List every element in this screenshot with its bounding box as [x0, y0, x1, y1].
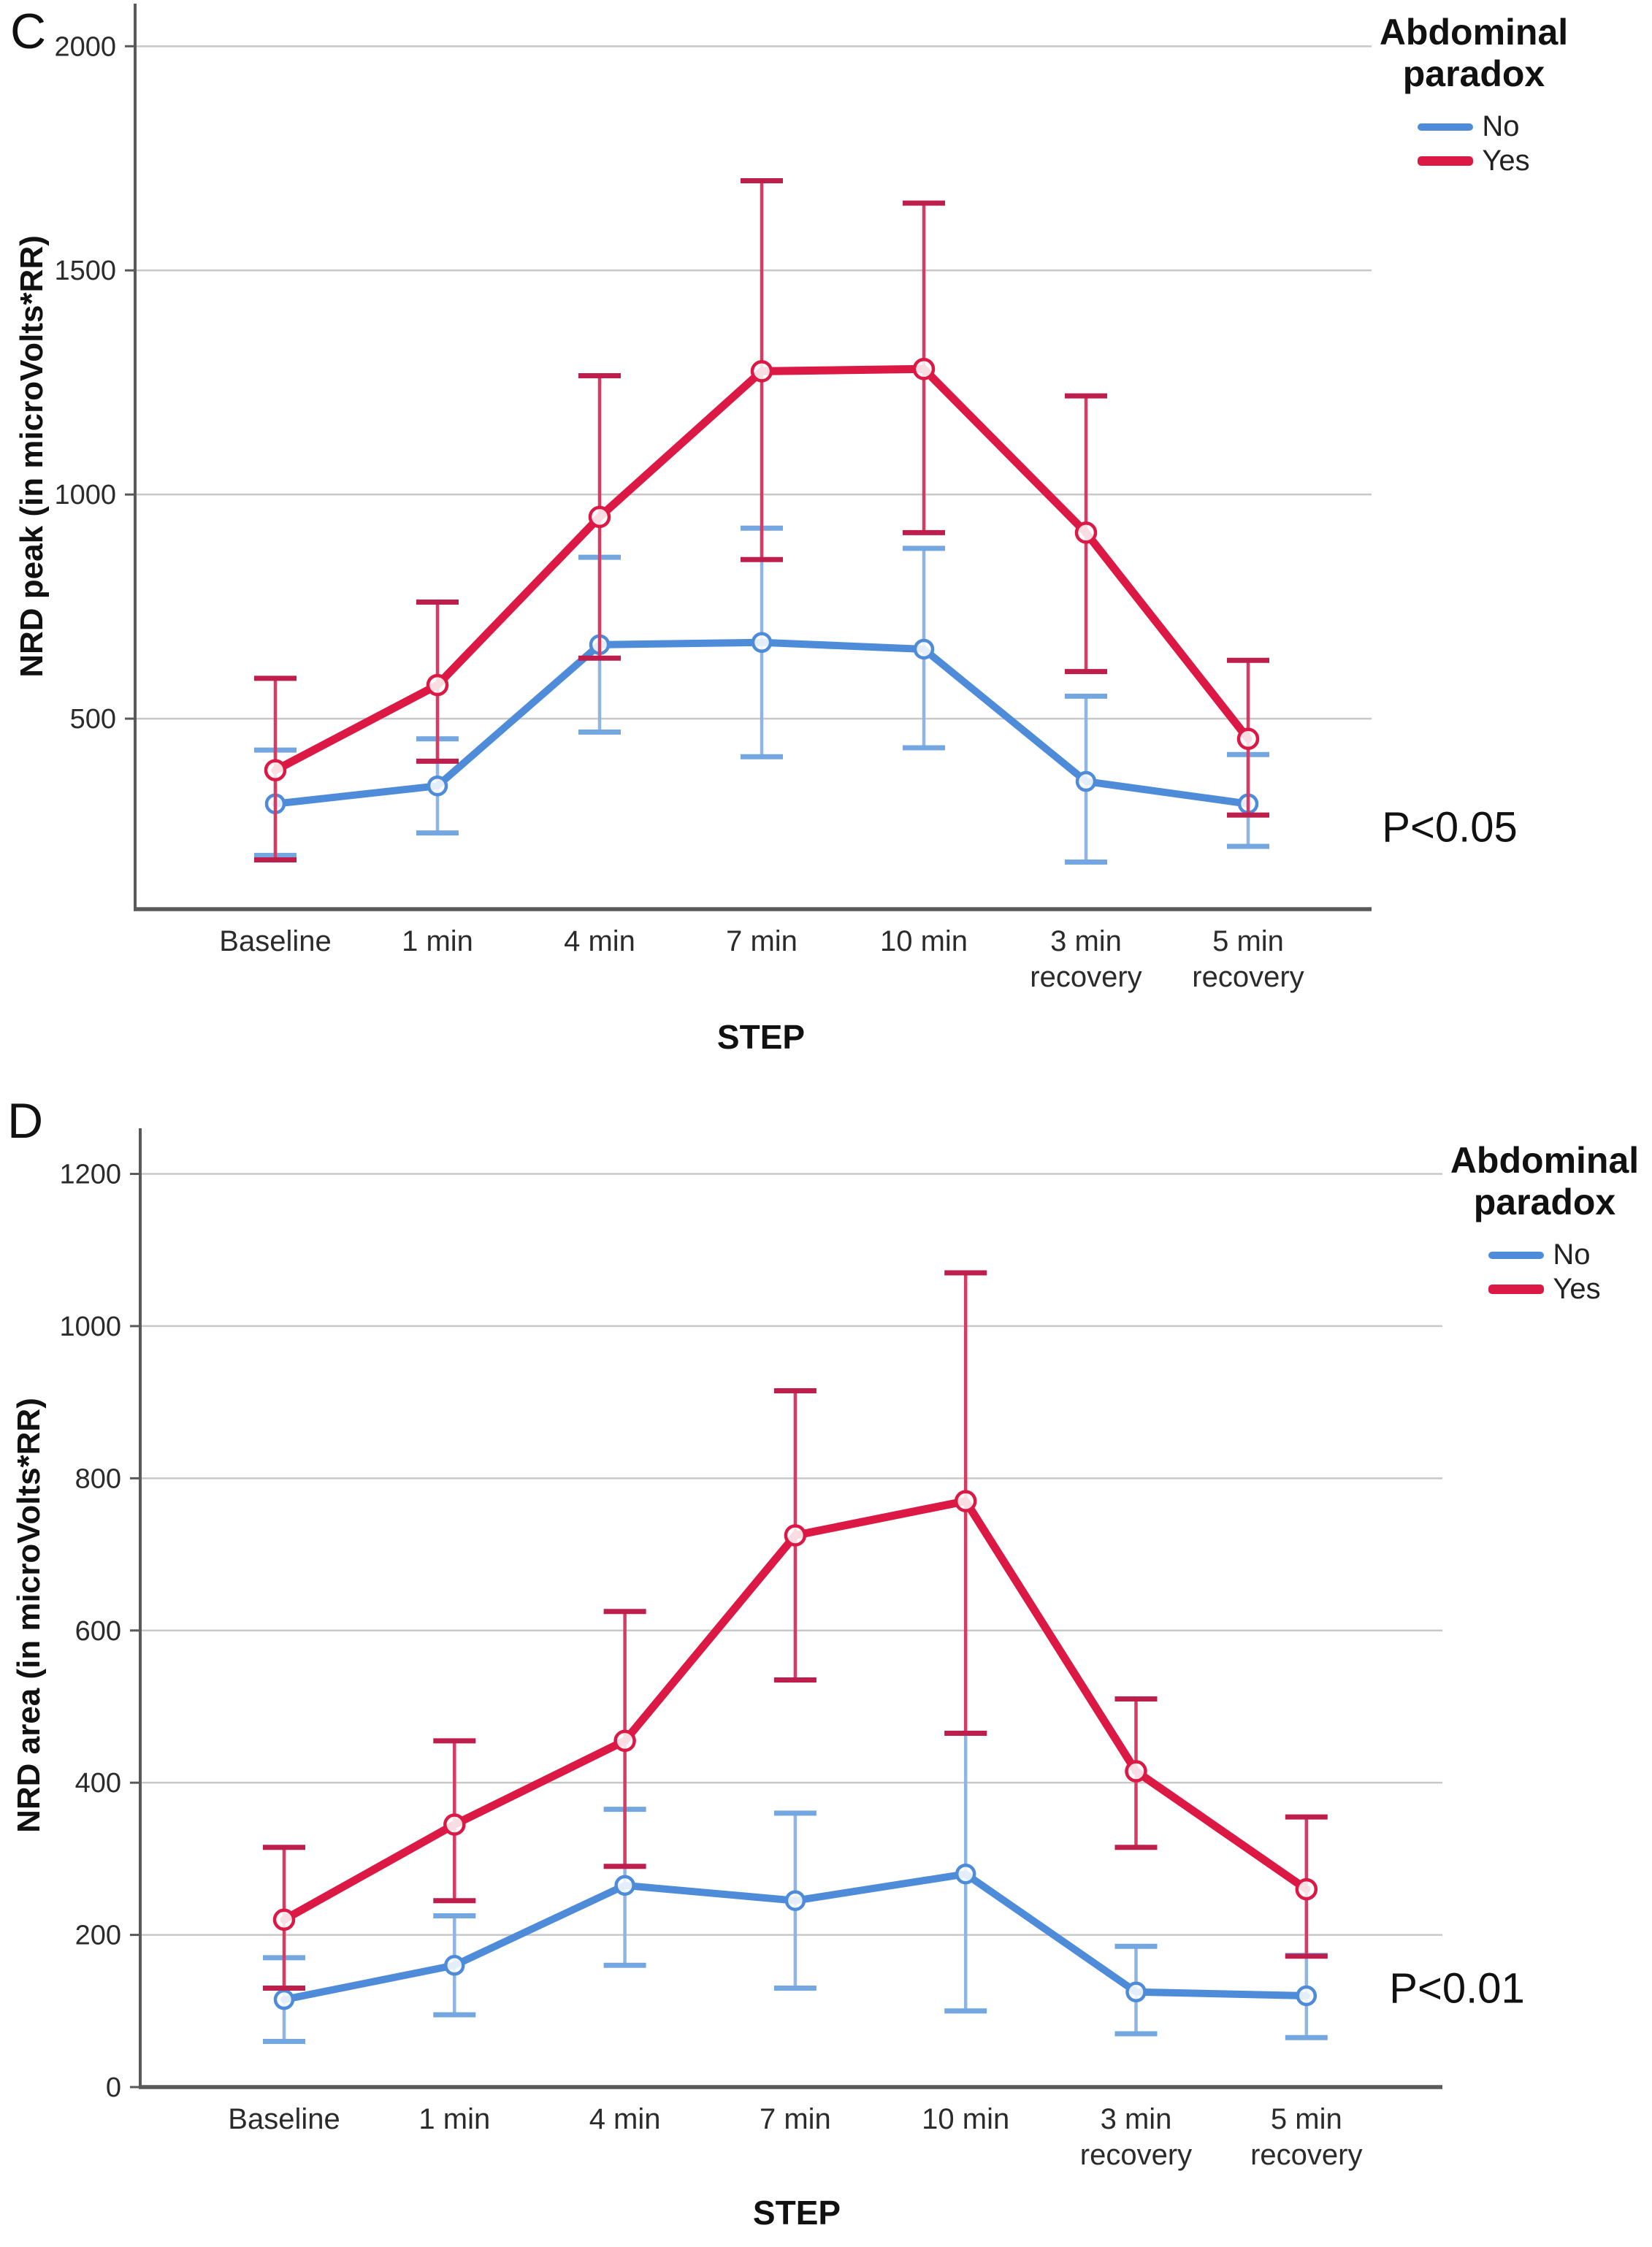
x-category-label: Baseline	[228, 2103, 340, 2135]
y-tick-label: 400	[75, 1768, 121, 1799]
y-tick-label: 0	[106, 2072, 121, 2103]
panel-letter-c: C	[10, 4, 47, 59]
legend-item-yes: Yes	[1488, 1272, 1601, 1306]
chart-panel-c: 500 1000 1500 2000 Baseline 1 min 4 min 7 min 10…	[54, 4, 1372, 993]
x-category-label: recovery	[1080, 2139, 1192, 2171]
legend-title-line2: paradox	[1402, 53, 1545, 94]
legend-no-line-swatch	[1488, 1251, 1545, 1259]
x-category-label: 4 min	[564, 925, 635, 957]
legend-title: Abdominal paradox	[1379, 12, 1569, 95]
x-category-label: 1 min	[418, 2103, 490, 2135]
panel-letter-d: D	[7, 1093, 44, 1149]
legend-item-label: No	[1553, 1239, 1591, 1271]
p-value-label-c: P<0.05	[1382, 803, 1518, 851]
legend-d: Abdominal paradox No Yes	[1450, 1140, 1640, 1306]
data-point-marker	[750, 360, 773, 383]
series-no	[263, 1730, 1328, 2044]
data-point-marker	[1075, 770, 1097, 792]
x-category-label: 3 min	[1101, 2103, 1172, 2135]
data-point-marker	[426, 673, 449, 697]
data-point-marker	[1236, 727, 1260, 750]
y-tick-label: 1500	[54, 256, 116, 286]
x-category-label: 10 min	[880, 925, 968, 957]
y-tick-label: 1000	[54, 480, 116, 510]
x-category-label: 1 min	[402, 925, 473, 957]
p-value-label-d: P<0.01	[1389, 1964, 1525, 2013]
legend-item-label: Yes	[1482, 145, 1530, 177]
data-point-marker	[1295, 1877, 1318, 1901]
data-point-marker	[954, 1490, 977, 1512]
legend-item-label: No	[1482, 110, 1520, 142]
legend-item-no: No	[1418, 110, 1529, 144]
data-point-marker	[1296, 1985, 1318, 2007]
data-point-marker	[784, 1524, 807, 1547]
legend-yes-line-swatch	[1488, 1285, 1545, 1294]
y-axis-title-c: NRD peak (in microVolts*RR)	[14, 235, 50, 678]
legend-title-line2: paradox	[1473, 1182, 1616, 1222]
x-axis-title-c: STEP	[716, 1018, 806, 1056]
data-point-marker	[272, 1908, 296, 1931]
legend-c: Abdominal paradox No Yes	[1379, 12, 1569, 178]
legend-title-line1: Abdominal	[1450, 1140, 1640, 1181]
x-category-label: 5 min	[1212, 925, 1284, 957]
y-tick-label: 800	[75, 1463, 121, 1494]
legend-rows: No Yes	[1488, 1238, 1601, 1306]
y-tick-label: 200	[75, 1921, 121, 1951]
legend-item-label: Yes	[1553, 1273, 1601, 1305]
x-category-label: recovery	[1192, 961, 1304, 993]
legend-item-yes: Yes	[1418, 144, 1530, 178]
y-tick-label: 2000	[54, 31, 116, 62]
x-axis-title-d: STEP	[752, 2194, 841, 2232]
legend-rows: No Yes	[1418, 110, 1530, 178]
data-point-marker	[913, 638, 935, 660]
data-point-marker	[588, 505, 611, 529]
legend-item-no: No	[1488, 1238, 1600, 1272]
x-category-label: 3 min	[1050, 925, 1122, 957]
data-point-marker	[613, 1729, 636, 1753]
legend-title: Abdominal paradox	[1450, 1140, 1640, 1223]
x-category-label: 7 min	[726, 925, 798, 957]
x-category-label: Baseline	[219, 925, 331, 957]
data-point-marker	[784, 1890, 806, 1911]
y-tick-label: 600	[75, 1616, 121, 1647]
data-point-marker	[1074, 521, 1098, 544]
x-category-label: recovery	[1030, 961, 1142, 993]
data-point-marker	[273, 1988, 295, 2010]
x-category-label: 7 min	[760, 2103, 831, 2135]
chart-panel-d: 0 200 400 600 800 1000 1200 Baseline 1 min 4 min 7…	[59, 1128, 1442, 2171]
legend-no-line-swatch	[1418, 123, 1474, 131]
data-point-marker	[1125, 1760, 1147, 1783]
data-point-marker	[264, 759, 287, 781]
y-tick-label: 1200	[59, 1160, 121, 1190]
data-point-marker	[912, 358, 936, 380]
series-yes	[254, 177, 1269, 862]
y-tick-label: 500	[70, 704, 116, 735]
x-category-label: 4 min	[589, 2103, 661, 2135]
series-yes	[263, 1270, 1328, 1991]
data-point-marker	[1125, 1981, 1147, 2002]
x-category-label: 5 min	[1271, 2103, 1342, 2135]
data-point-marker	[955, 1863, 976, 1885]
data-point-marker	[751, 632, 773, 654]
data-point-marker	[427, 775, 448, 797]
y-axis-title-d: NRD area (in microVolts*RR)	[11, 1398, 47, 1833]
x-category-label: 10 min	[922, 2103, 1009, 2135]
data-point-marker	[444, 1955, 465, 1976]
data-point-marker	[614, 1875, 635, 1896]
y-tick-label: 1000	[59, 1312, 121, 1342]
data-point-marker	[443, 1813, 466, 1836]
legend-title-line1: Abdominal	[1379, 12, 1569, 53]
legend-yes-line-swatch	[1418, 156, 1474, 166]
x-category-label: recovery	[1250, 2139, 1362, 2171]
